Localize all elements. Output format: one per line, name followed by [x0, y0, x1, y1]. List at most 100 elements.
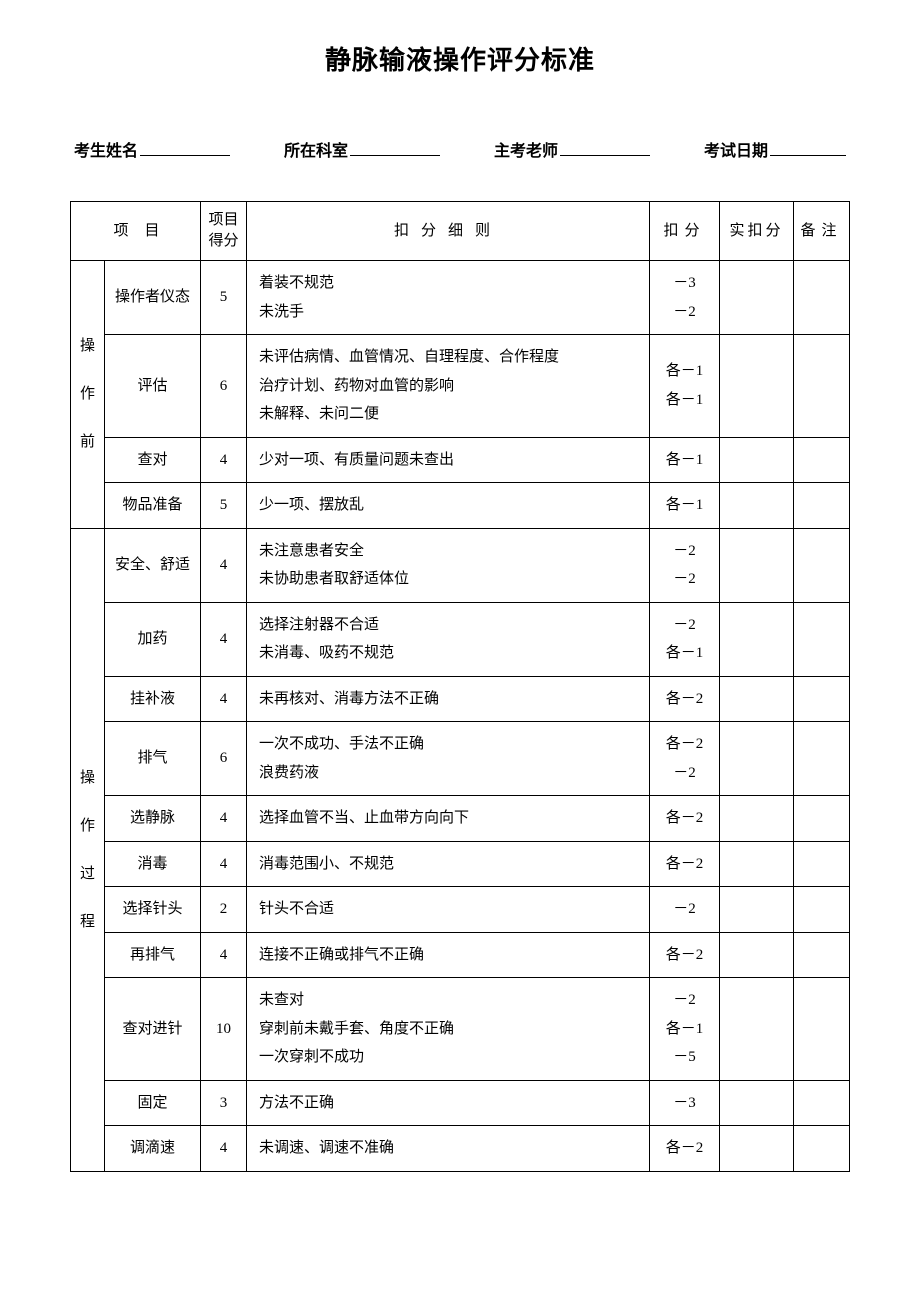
- table-row: 排气6一次不成功、手法不正确 浪费药液各－2 －2: [71, 722, 850, 796]
- detail-cell: 未再核对、消毒方法不正确: [247, 676, 650, 722]
- field-name: 考生姓名: [74, 137, 230, 161]
- deduct-cell: －2: [650, 887, 720, 933]
- detail-cell: 少对一项、有质量问题未查出: [247, 437, 650, 483]
- blank-dept[interactable]: [350, 138, 440, 156]
- item-cell: 固定: [105, 1080, 201, 1126]
- blank-name[interactable]: [140, 138, 230, 156]
- table-row: 挂补液4未再核对、消毒方法不正确各－2: [71, 676, 850, 722]
- note-cell[interactable]: [794, 437, 850, 483]
- hdr-project: 项目: [71, 202, 201, 261]
- note-cell[interactable]: [794, 932, 850, 978]
- deduct-cell: －3 －2: [650, 261, 720, 335]
- score-table: 项目 项目 得分 扣分细则 扣分 实扣分 备注 操 作 前操作者仪态5着装不规范…: [70, 201, 850, 1172]
- item-cell: 再排气: [105, 932, 201, 978]
- actual-cell[interactable]: [720, 676, 794, 722]
- score-cell: 4: [201, 437, 247, 483]
- score-cell: 6: [201, 335, 247, 438]
- category-cell: 操 作 过 程: [71, 528, 105, 1171]
- field-dept: 所在科室: [284, 137, 440, 161]
- actual-cell[interactable]: [720, 335, 794, 438]
- actual-cell[interactable]: [720, 1080, 794, 1126]
- table-row: 调滴速4未调速、调速不准确各－2: [71, 1126, 850, 1172]
- deduct-cell: －2 －2: [650, 528, 720, 602]
- item-cell: 选静脉: [105, 796, 201, 842]
- score-cell: 10: [201, 978, 247, 1081]
- deduct-cell: －3: [650, 1080, 720, 1126]
- score-cell: 3: [201, 1080, 247, 1126]
- actual-cell[interactable]: [720, 978, 794, 1081]
- category-cell: 操 作 前: [71, 261, 105, 529]
- score-cell: 4: [201, 676, 247, 722]
- deduct-cell: －2 各－1 －5: [650, 978, 720, 1081]
- actual-cell[interactable]: [720, 1126, 794, 1172]
- deduct-cell: 各－2: [650, 932, 720, 978]
- actual-cell[interactable]: [720, 483, 794, 529]
- detail-cell: 着装不规范 未洗手: [247, 261, 650, 335]
- label-date: 考试日期: [704, 137, 768, 161]
- actual-cell[interactable]: [720, 932, 794, 978]
- note-cell[interactable]: [794, 528, 850, 602]
- category-text: 操 作 过 程: [77, 754, 98, 946]
- detail-cell: 未注意患者安全 未协助患者取舒适体位: [247, 528, 650, 602]
- hdr-detail: 扣分细则: [247, 202, 650, 261]
- blank-date[interactable]: [770, 138, 846, 156]
- note-cell[interactable]: [794, 796, 850, 842]
- detail-cell: 消毒范围小、不规范: [247, 841, 650, 887]
- hdr-score: 项目 得分: [201, 202, 247, 261]
- deduct-cell: 各－2: [650, 841, 720, 887]
- table-row: 消毒4消毒范围小、不规范各－2: [71, 841, 850, 887]
- label-dept: 所在科室: [284, 137, 348, 161]
- page-title: 静脉输液操作评分标准: [70, 40, 850, 77]
- table-row: 操 作 前操作者仪态5着装不规范 未洗手－3 －2: [71, 261, 850, 335]
- detail-cell: 连接不正确或排气不正确: [247, 932, 650, 978]
- blank-examiner[interactable]: [560, 138, 650, 156]
- item-cell: 选择针头: [105, 887, 201, 933]
- note-cell[interactable]: [794, 887, 850, 933]
- note-cell[interactable]: [794, 602, 850, 676]
- note-cell[interactable]: [794, 841, 850, 887]
- deduct-cell: 各－1 各－1: [650, 335, 720, 438]
- item-cell: 加药: [105, 602, 201, 676]
- actual-cell[interactable]: [720, 602, 794, 676]
- note-cell[interactable]: [794, 1080, 850, 1126]
- note-cell[interactable]: [794, 722, 850, 796]
- note-cell[interactable]: [794, 1126, 850, 1172]
- table-row: 加药4选择注射器不合适 未消毒、吸药不规范－2 各－1: [71, 602, 850, 676]
- score-cell: 4: [201, 528, 247, 602]
- note-cell[interactable]: [794, 978, 850, 1081]
- label-examiner: 主考老师: [494, 137, 558, 161]
- deduct-cell: 各－2: [650, 1126, 720, 1172]
- actual-cell[interactable]: [720, 722, 794, 796]
- table-row: 再排气4连接不正确或排气不正确各－2: [71, 932, 850, 978]
- score-cell: 4: [201, 841, 247, 887]
- score-cell: 5: [201, 261, 247, 335]
- score-cell: 4: [201, 932, 247, 978]
- detail-cell: 选择血管不当、止血带方向向下: [247, 796, 650, 842]
- item-cell: 操作者仪态: [105, 261, 201, 335]
- item-cell: 安全、舒适: [105, 528, 201, 602]
- actual-cell[interactable]: [720, 528, 794, 602]
- actual-cell[interactable]: [720, 437, 794, 483]
- note-cell[interactable]: [794, 335, 850, 438]
- actual-cell[interactable]: [720, 887, 794, 933]
- item-cell: 挂补液: [105, 676, 201, 722]
- actual-cell[interactable]: [720, 261, 794, 335]
- actual-cell[interactable]: [720, 841, 794, 887]
- table-row: 固定3方法不正确－3: [71, 1080, 850, 1126]
- deduct-cell: 各－2: [650, 796, 720, 842]
- detail-cell: 未评估病情、血管情况、自理程度、合作程度 治疗计划、药物对血管的影响 未解释、未…: [247, 335, 650, 438]
- deduct-cell: 各－1: [650, 437, 720, 483]
- item-cell: 物品准备: [105, 483, 201, 529]
- item-cell: 查对: [105, 437, 201, 483]
- note-cell[interactable]: [794, 676, 850, 722]
- hdr-actual: 实扣分: [720, 202, 794, 261]
- note-cell[interactable]: [794, 261, 850, 335]
- detail-cell: 少一项、摆放乱: [247, 483, 650, 529]
- detail-cell: 未查对 穿刺前未戴手套、角度不正确 一次穿刺不成功: [247, 978, 650, 1081]
- score-cell: 4: [201, 1126, 247, 1172]
- table-row: 物品准备5少一项、摆放乱各－1: [71, 483, 850, 529]
- item-cell: 查对进针: [105, 978, 201, 1081]
- note-cell[interactable]: [794, 483, 850, 529]
- table-row: 评估6未评估病情、血管情况、自理程度、合作程度 治疗计划、药物对血管的影响 未解…: [71, 335, 850, 438]
- actual-cell[interactable]: [720, 796, 794, 842]
